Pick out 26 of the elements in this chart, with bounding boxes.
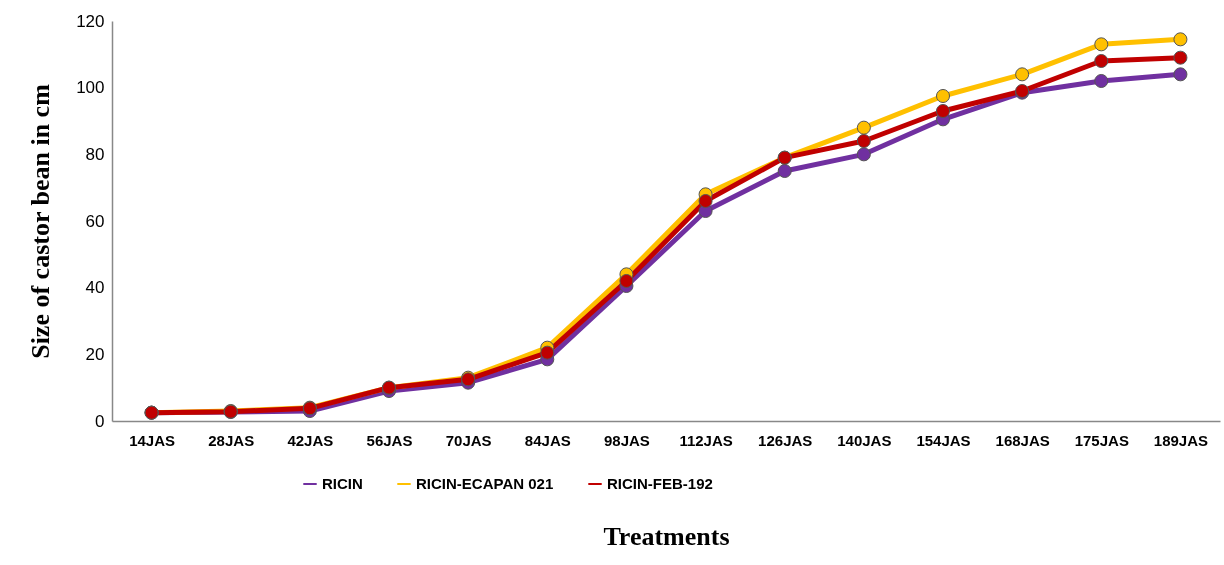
x-tick-label: 28JAS xyxy=(208,431,255,449)
y-tick-label: 100 xyxy=(76,78,105,98)
legend-label: RICIN-FEB-192 xyxy=(607,475,713,492)
x-tick-label: 189JAS xyxy=(1153,431,1209,449)
y-tick-label: 0 xyxy=(95,411,105,431)
x-tick-label: 14JAS xyxy=(129,431,176,449)
y-tick-label: 80 xyxy=(85,144,105,164)
y-tick-label: 120 xyxy=(76,11,105,31)
x-tick-label: 84JAS xyxy=(524,431,571,449)
x-tick-label: 70JAS xyxy=(445,431,492,449)
x-tick-label: 42JAS xyxy=(287,431,334,449)
x-tick-label: 126JAS xyxy=(758,431,813,449)
y-tick-label: 40 xyxy=(85,278,105,298)
y-tick-label: 60 xyxy=(85,211,105,231)
x-axis-title: Treatments xyxy=(603,521,730,551)
x-tick-label: 168JAS xyxy=(995,431,1050,449)
y-tick-label: 20 xyxy=(85,344,105,364)
x-tick-label: 56JAS xyxy=(366,431,413,449)
x-tick-label: 98JAS xyxy=(603,431,650,449)
legend-label: RICIN-ECAPAN 021 xyxy=(416,475,554,492)
x-tick-label: 154JAS xyxy=(916,431,971,449)
x-tick-label: 112JAS xyxy=(679,431,733,449)
y-axis-title: Size of castor bean in cm xyxy=(26,83,56,359)
legend-label: RICIN xyxy=(322,475,363,492)
x-tick-label: 140JAS xyxy=(837,431,892,449)
x-tick-label: 175JAS xyxy=(1074,431,1129,449)
